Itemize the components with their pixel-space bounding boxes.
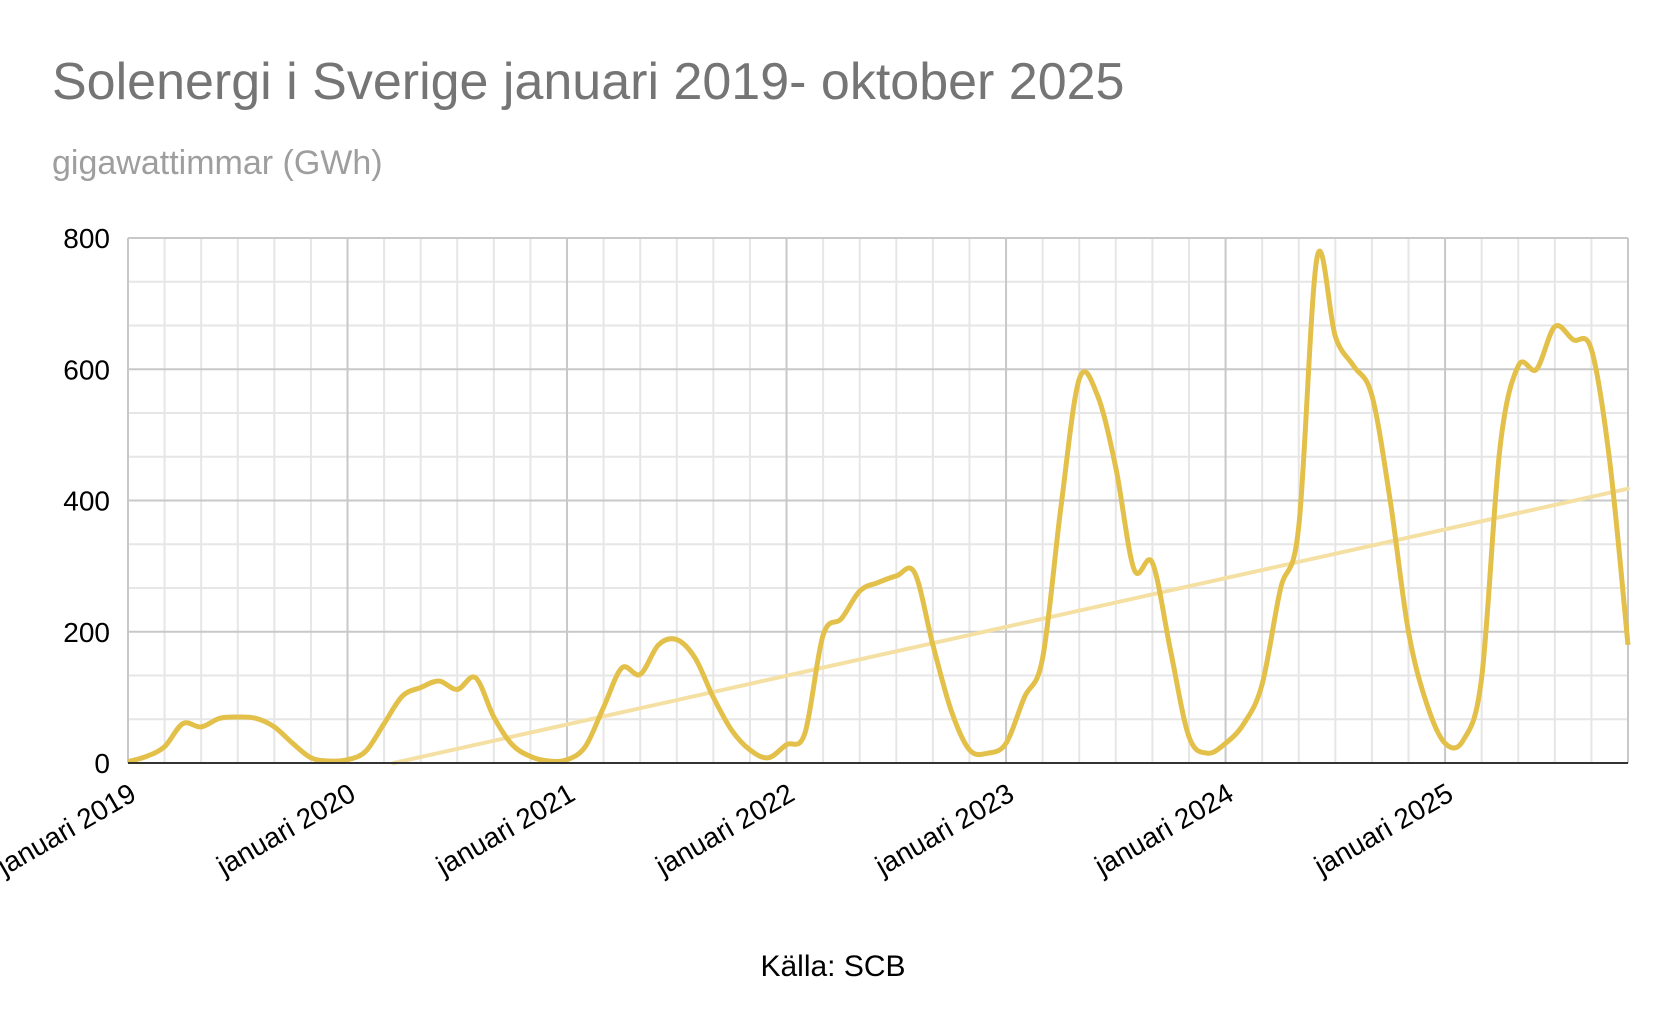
x-tick-label: januari 2025: [1308, 777, 1458, 881]
y-axis-ticks: 0 200 400 600 800: [63, 223, 110, 779]
chart-title: Solenergi i Sverige januari 2019- oktobe…: [52, 53, 1125, 111]
x-tick-label: januari 2019: [0, 777, 141, 881]
chart-subtitle: gigawattimmar (GWh): [52, 144, 383, 182]
y-tick-label: 800: [63, 223, 110, 254]
source-note: Källa: SCB: [760, 950, 906, 983]
x-tick-label: januari 2022: [650, 777, 800, 881]
y-tick-label: 200: [63, 617, 110, 648]
grid-minor-lines: [128, 238, 1629, 763]
series-line-solenergi: [127, 248, 1631, 765]
trend-line: [391, 486, 1630, 765]
grid-major-lines: [127, 237, 1629, 763]
y-tick-label: 600: [63, 354, 110, 385]
x-tick-label: januari 2024: [1089, 777, 1239, 881]
x-tick-label: januari 2021: [430, 777, 580, 881]
x-tick-label: januari 2020: [211, 777, 361, 881]
x-axis-ticks: januari 2019 januari 2020 januari 2021 janu…: [0, 777, 1458, 881]
x-tick-label: januari 2023: [869, 777, 1019, 881]
series-layer: [127, 248, 1631, 765]
y-tick-label: 400: [63, 486, 110, 517]
y-tick-label: 0: [94, 748, 110, 779]
